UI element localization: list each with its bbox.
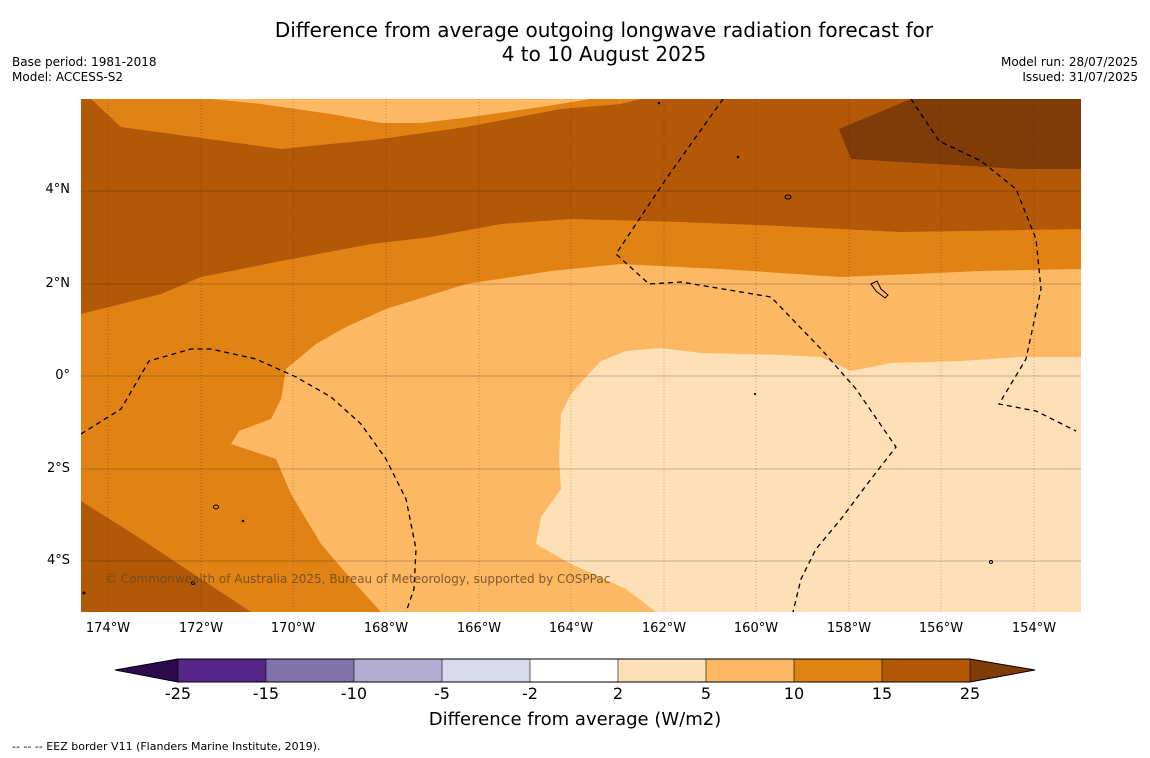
base-period: Base period: 1981-2018 xyxy=(12,55,157,69)
lon-label-168w: 168°W xyxy=(363,621,409,636)
lon-label-166w: 166°W xyxy=(456,621,502,636)
lat-label-4s: 4°S xyxy=(46,553,70,568)
colorbar-tick-15: 15 xyxy=(871,684,893,703)
colorbar-tick-neg10: -10 xyxy=(340,684,368,703)
colorbar-tick-10: 10 xyxy=(783,684,805,703)
issued-date: Issued: 31/07/2025 xyxy=(1022,70,1138,84)
colorbar-extend-low xyxy=(115,659,178,682)
colorbar-tick-25: 25 xyxy=(959,684,981,703)
graticule-lat xyxy=(81,190,1081,562)
colorbar-swatch-2-5 xyxy=(618,659,706,682)
colorbar-swatch-neg25-neg15 xyxy=(178,659,266,682)
lat-label-2n: 2°N xyxy=(45,276,71,291)
lon-label-158w: 158°W xyxy=(826,621,872,636)
band-5-10-top xyxy=(211,99,591,123)
colorbar-tick-5: 5 xyxy=(700,684,712,703)
colorbar-tick-neg5: -5 xyxy=(434,684,450,703)
colorbar-extend-high xyxy=(970,659,1035,682)
colorbar-swatch-neg10-neg5 xyxy=(354,659,442,682)
eez-footnote: -- -- -- EEZ border V11 (Flanders Marine… xyxy=(12,740,321,753)
lon-label-170w: 170°W xyxy=(270,621,316,636)
colorbar-tick-neg15: -15 xyxy=(252,684,280,703)
lat-label-2s: 2°S xyxy=(46,461,70,476)
eez-borders xyxy=(81,99,1077,612)
colorbar-tick-2: 2 xyxy=(612,684,624,703)
meta-left: Base period: 1981-2018 Model: ACCESS-S2 xyxy=(12,55,157,85)
copyright-notice: © Commonwealth of Australia 2025, Bureau… xyxy=(105,572,611,586)
colorbar-title: Difference from average (W/m2) xyxy=(428,709,722,730)
colorbar-swatch-10-15 xyxy=(794,659,882,682)
map-title: Difference from average outgoing longwav… xyxy=(200,18,1008,66)
model-name: Model: ACCESS-S2 xyxy=(12,70,124,84)
map-panel: © Commonwealth of Australia 2025, Bureau… xyxy=(81,99,1081,612)
colorbar-swatch-neg15-neg10 xyxy=(266,659,354,682)
colorbar-tick-neg25: -25 xyxy=(164,684,192,703)
lon-label-162w: 162°W xyxy=(641,621,687,636)
model-run: Model run: 28/07/2025 xyxy=(1000,55,1138,69)
islands xyxy=(82,101,993,595)
lon-label-154w: 154°W xyxy=(1011,621,1057,636)
band-above-25 xyxy=(839,99,1081,169)
lon-label-160w: 160°W xyxy=(733,621,779,636)
colorbar-tick-neg2: -2 xyxy=(522,684,538,703)
lon-label-164w: 164°W xyxy=(548,621,594,636)
lon-label-174w: 174°W xyxy=(85,621,131,636)
lon-label-156w: 156°W xyxy=(918,621,964,636)
lat-label-4n: 4°N xyxy=(45,182,71,197)
lon-label-172w: 172°W xyxy=(178,621,224,636)
title-line-1: Difference from average outgoing longwav… xyxy=(274,18,934,42)
colorbar xyxy=(115,658,1036,683)
colorbar-swatch-5-10 xyxy=(706,659,794,682)
colorbar-swatch-neg2-2 xyxy=(530,659,618,682)
lat-label-0: 0° xyxy=(55,368,70,383)
meta-right: Model run: 28/07/2025 Issued: 31/07/2025 xyxy=(1001,55,1138,85)
band-2-5 xyxy=(536,348,1081,612)
title-line-2: 4 to 10 August 2025 xyxy=(501,42,707,66)
colorbar-swatch-neg5-neg2 xyxy=(442,659,530,682)
anomaly-map xyxy=(81,99,1081,612)
colorbar-swatch-15-25 xyxy=(882,659,970,682)
